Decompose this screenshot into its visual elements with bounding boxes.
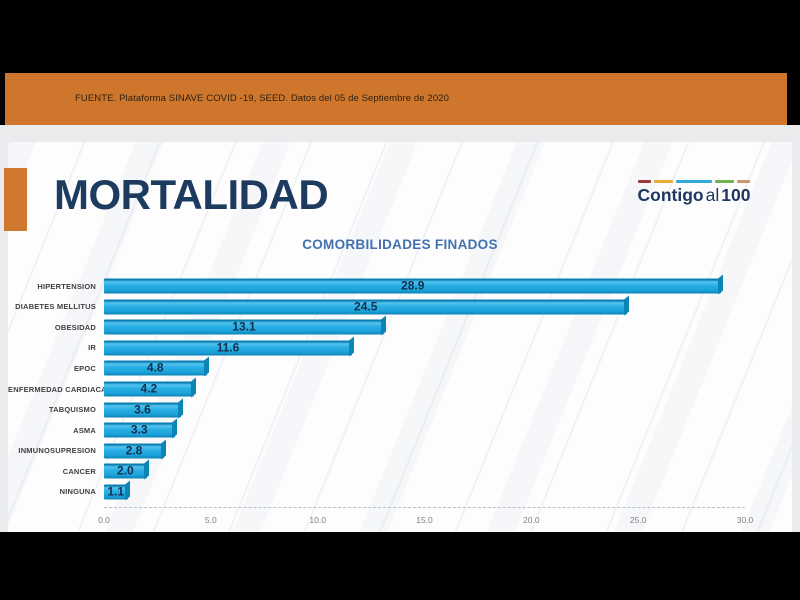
bar: 11.6 xyxy=(104,340,352,356)
source-text: FUENTE. Plataforma SINAVE COVID -19, SEE… xyxy=(75,93,449,104)
chart-row: OBESIDAD 13.1 xyxy=(8,317,745,338)
category-label: NINGUNA xyxy=(59,487,96,497)
bar-track: 2.8 xyxy=(104,440,745,461)
bar-value-label: 11.6 xyxy=(216,340,240,355)
category-label: IR xyxy=(88,343,96,353)
category-label: ASMA xyxy=(73,425,96,435)
bar-value-label: 4.2 xyxy=(140,381,158,396)
bar-value-label: 24.5 xyxy=(354,299,378,314)
bar-value-label: 13.1 xyxy=(232,319,256,334)
x-axis-tick-label: 5.0 xyxy=(204,515,217,525)
category-label: INMUNOSUPRESION xyxy=(18,446,96,456)
x-axis-tick-label: 20.0 xyxy=(523,515,540,525)
chart-row: HIPERTENSION 28.9 xyxy=(8,276,745,297)
logo-color-dashes xyxy=(636,180,752,183)
bar: 4.8 xyxy=(104,360,207,376)
chart-row: ENFERMEDAD CARDIACA 4.2 xyxy=(8,379,745,400)
bar: 28.9 xyxy=(104,278,722,294)
source-banner: FUENTE. Plataforma SINAVE COVID -19, SEE… xyxy=(5,73,787,125)
bar-value-label: 2.8 xyxy=(125,443,143,458)
category-label: CANCER xyxy=(62,466,96,476)
bar-track: 4.2 xyxy=(104,379,745,400)
bar-track: 4.8 xyxy=(104,358,745,379)
x-axis-tick-label: 0.0 xyxy=(98,515,110,525)
category-label: ENFERMEDAD CARDIACA xyxy=(8,384,107,394)
x-axis-tick-label: 15.0 xyxy=(416,515,433,525)
logo-dash xyxy=(676,180,712,183)
logo-dash xyxy=(638,180,651,183)
bar-track: 24.5 xyxy=(104,297,745,318)
chart-row: INMUNOSUPRESION 2.8 xyxy=(8,440,745,461)
chart-row: IR 11.6 xyxy=(8,338,745,359)
logo-text-100: 100 xyxy=(721,185,751,205)
slide-title: MORTALIDAD xyxy=(54,171,329,218)
bar-track: 2.0 xyxy=(104,461,745,482)
bar-value-label: 4.8 xyxy=(146,360,164,375)
bar: 2.8 xyxy=(104,443,164,459)
bar-value-label: 28.9 xyxy=(401,278,425,293)
x-axis-tick-label: 25.0 xyxy=(629,515,647,525)
bar-track: 3.3 xyxy=(104,420,745,441)
bar-value-label: 3.3 xyxy=(130,422,148,437)
logo-dash xyxy=(715,180,734,183)
bar: 2.0 xyxy=(104,463,147,479)
chart-row: CANCER 2.0 xyxy=(8,461,745,482)
chart-row: TABQUISMO 3.6 xyxy=(8,399,745,420)
bar-track: 3.6 xyxy=(104,399,745,420)
chart-title: COMORBILIDADES FINADOS xyxy=(302,237,498,252)
chart-row: EPOC 4.8 xyxy=(8,358,745,379)
x-axis-tick-label: 10.0 xyxy=(309,515,326,525)
chart-row: ASMA 3.3 xyxy=(8,420,745,441)
category-label: HIPERTENSION xyxy=(37,281,96,291)
logo-text-contigo: Contigo xyxy=(637,185,704,205)
bar-value-label: 3.6 xyxy=(134,402,151,417)
chart-row: NINGUNA 1.1 xyxy=(8,481,745,502)
bar-track: 13.1 xyxy=(104,317,745,338)
category-label: DIABETES MELLITUS xyxy=(15,302,96,312)
logo-text: Contigo al 100 xyxy=(636,185,752,206)
bar-track: 28.9 xyxy=(104,276,745,297)
x-axis: 0.0 5.0 10.0 15.0 20.0 25.0 30.0 xyxy=(98,507,753,530)
title-accent-bar xyxy=(4,168,27,231)
slide-card: MORTALIDAD Contigo al 100 COMORBILIDADES F… xyxy=(8,142,792,532)
bar-chart: HIPERTENSION 28.9 DIABETES MELLITUS 24.5 OBE… xyxy=(8,276,745,502)
category-label: TABQUISMO xyxy=(48,405,96,415)
bar: 3.6 xyxy=(104,402,181,418)
bar: 4.2 xyxy=(104,381,194,397)
logo-text-al: al xyxy=(705,185,720,205)
bar: 13.1 xyxy=(104,319,384,335)
bar-track: 11.6 xyxy=(104,338,745,359)
bar-value-label: 1.1 xyxy=(107,484,125,499)
logo-dash xyxy=(737,180,750,183)
chart-row: DIABETES MELLITUS 24.5 xyxy=(8,297,745,318)
contigo-al-100-logo: Contigo al 100 xyxy=(636,180,752,206)
bar: 1.1 xyxy=(104,484,128,500)
bar-track: 1.1 xyxy=(104,481,745,502)
category-label: OBESIDAD xyxy=(54,322,96,332)
logo-dash xyxy=(654,180,673,183)
category-label: EPOC xyxy=(73,363,96,373)
bar-value-label: 2.0 xyxy=(117,463,134,478)
bar: 3.3 xyxy=(104,422,175,438)
bar: 24.5 xyxy=(104,299,628,315)
x-axis-tick-label: 30.0 xyxy=(736,515,754,525)
